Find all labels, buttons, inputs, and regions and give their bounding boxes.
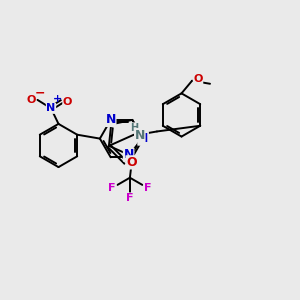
Text: O: O: [126, 156, 137, 169]
Text: F: F: [144, 183, 151, 193]
Text: O: O: [63, 97, 72, 107]
Text: F: F: [126, 193, 134, 203]
Text: N: N: [138, 132, 148, 145]
Text: N: N: [124, 148, 134, 161]
Text: N: N: [46, 103, 56, 113]
Text: O: O: [193, 74, 203, 84]
Text: O: O: [26, 95, 36, 105]
Text: −: −: [34, 87, 45, 100]
Text: F: F: [109, 183, 116, 193]
Text: +: +: [53, 94, 62, 104]
Text: N: N: [106, 113, 116, 126]
Text: N: N: [135, 129, 145, 142]
Text: H: H: [130, 123, 139, 133]
